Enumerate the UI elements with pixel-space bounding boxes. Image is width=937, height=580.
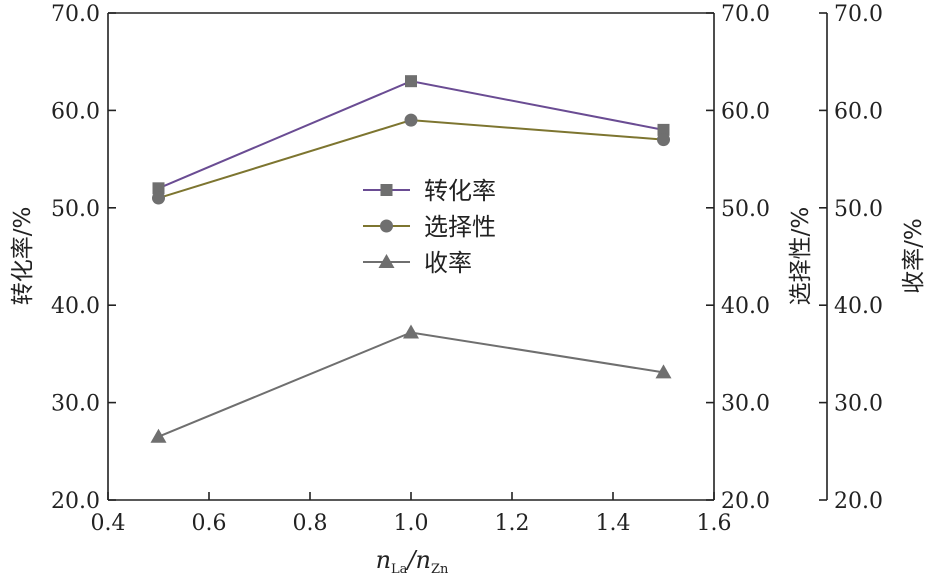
third-y-tick-label: 60.0 xyxy=(834,99,883,124)
right-y-tick-label: 60.0 xyxy=(721,99,770,124)
series-line-triangle xyxy=(158,331,664,438)
right-y-tick-label: 50.0 xyxy=(721,197,770,222)
third-y-tick-label: 20.0 xyxy=(834,489,883,514)
tick-group: 0.4 0.6 0.8 1.0 1.2 1.4 1.620.030.040.050.060.… xyxy=(51,2,883,536)
left-y-tick-label: 70.0 xyxy=(51,2,100,27)
legend-marker-square xyxy=(380,184,393,196)
data-point-square xyxy=(152,182,165,195)
x-tick-label: 0.4 xyxy=(91,511,126,536)
data-point-circle xyxy=(657,133,670,147)
x-title-n2: n xyxy=(416,546,431,574)
left-y-tick-label: 40.0 xyxy=(51,294,100,319)
data-point-triangle xyxy=(150,428,167,443)
right-y-tick-label: 40.0 xyxy=(721,294,770,319)
left-y-tick-label: 60.0 xyxy=(51,99,100,124)
right-y-tick-label: 70.0 xyxy=(721,2,770,27)
data-point-square xyxy=(657,123,670,136)
series-group xyxy=(150,75,672,443)
x-title-slash: / xyxy=(405,546,418,574)
left-y-tick-label: 30.0 xyxy=(51,392,100,417)
axis-titles: 转化率/% 选择性/% 收率/%nLa/nZn xyxy=(10,207,927,577)
third-y-tick-label: 40.0 xyxy=(834,294,883,319)
legend-label: 选择性 xyxy=(424,213,496,241)
right-y-tick-label: 30.0 xyxy=(721,392,770,417)
data-point-square xyxy=(405,75,417,88)
left-y-tick-label: 20.0 xyxy=(51,489,100,514)
x-axis-title: nLa/nZn xyxy=(376,546,449,577)
legend-marker-circle xyxy=(380,219,393,233)
legend-label: 收率 xyxy=(424,249,472,277)
right-y-tick-label: 20.0 xyxy=(721,489,770,514)
right-y-axis-title: 选择性/% xyxy=(788,207,814,306)
legend-marker-triangle xyxy=(378,254,395,268)
left-y-axis-title: 转化率/% xyxy=(10,207,36,306)
third-y-tick-label: 70.0 xyxy=(834,2,883,27)
x-tick-label: 0.8 xyxy=(293,511,328,536)
x-title-sub1: La xyxy=(391,562,408,577)
x-title-n1: n xyxy=(376,546,391,574)
third-y-tick-label: 50.0 xyxy=(834,197,883,222)
series-line-circle xyxy=(158,119,664,200)
x-tick-label: 1.2 xyxy=(495,511,530,536)
third-y-tick-label: 30.0 xyxy=(834,392,883,417)
data-point-triangle xyxy=(403,324,419,339)
data-point-circle xyxy=(152,191,165,205)
x-title-sub2: Zn xyxy=(431,562,449,577)
x-tick-label: 1.4 xyxy=(596,511,631,536)
x-tick-label: 1.6 xyxy=(697,511,732,536)
third-y-axis-title: 收率/% xyxy=(901,218,927,294)
left-y-tick-label: 50.0 xyxy=(51,197,100,222)
data-point-circle xyxy=(404,113,418,127)
legend-label: 转化率 xyxy=(424,177,496,205)
data-point-triangle xyxy=(655,364,672,379)
x-tick-label: 0.6 xyxy=(192,511,227,536)
x-tick-label: 1.0 xyxy=(394,511,429,536)
